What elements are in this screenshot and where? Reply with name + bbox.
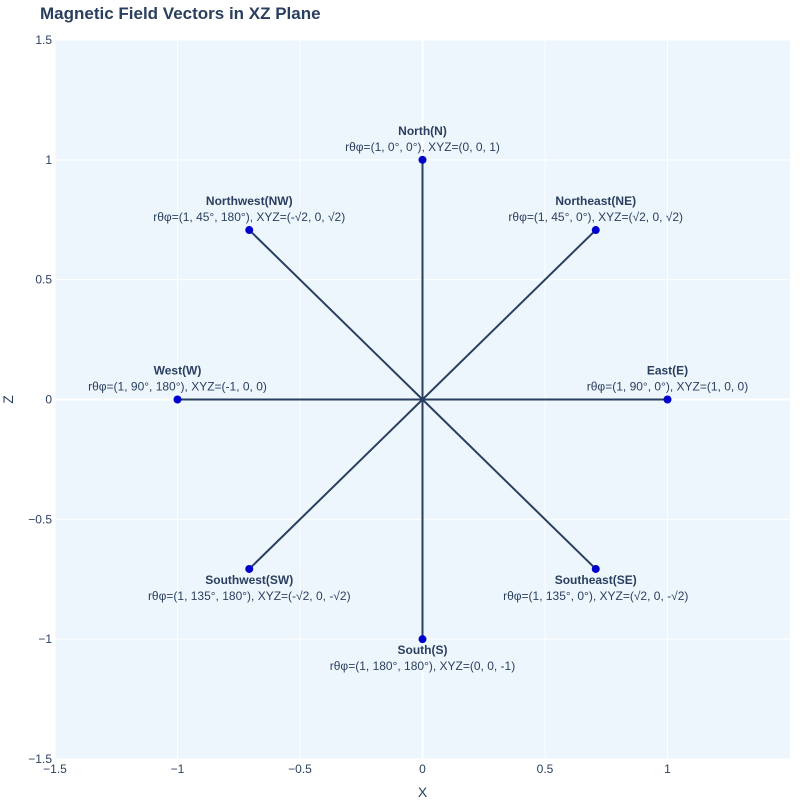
vector-line-7	[248, 229, 424, 401]
point-desc-label-2: rθφ=(1, 90°, 0°), XYZ=(1, 0, 0)	[587, 380, 748, 394]
y-axis-title: Z	[0, 395, 16, 404]
x-tick-labels: −1.5 −1 −0.5 0 0.5 1	[43, 762, 671, 776]
point-name-label-1: Northeast(NE)	[555, 194, 636, 208]
point-labels: North(N) rθφ=(1, 0°, 0°), XYZ=(0, 0, 1) No…	[88, 124, 748, 673]
vector-marker-7	[245, 226, 254, 235]
chart-title: Magnetic Field Vectors in XZ Plane	[40, 4, 321, 23]
point-name-label-0: North(N)	[398, 124, 447, 138]
point-desc-label-4: rθφ=(1, 180°, 180°), XYZ=(0, 0, -1)	[330, 659, 515, 673]
y-tick-label-5: 1	[45, 153, 52, 167]
y-tick-label-6: 1.5	[35, 33, 52, 47]
x-tick-label-3: 0	[419, 762, 426, 776]
point-desc-label-5: rθφ=(1, 135°, 180°), XYZ=(-√2, 0, -√2)	[148, 589, 351, 603]
x-tick-label-0: −1.5	[43, 762, 67, 776]
y-tick-labels: −1.5 −1 −0.5 0 0.5 1 1.5	[28, 33, 52, 766]
vector-marker-1	[591, 226, 600, 235]
point-name-label-7: Northwest(NW)	[206, 194, 293, 208]
x-tick-label-5: 1	[664, 762, 671, 776]
x-tick-label-1: −1	[171, 762, 185, 776]
point-name-label-5: Southwest(SW)	[205, 573, 293, 587]
x-tick-label-2: −0.5	[288, 762, 312, 776]
point-desc-label-0: rθφ=(1, 0°, 0°), XYZ=(0, 0, 1)	[345, 140, 500, 154]
y-tick-label-2: −0.5	[28, 512, 52, 526]
vector-marker-5	[245, 564, 254, 573]
vector-line-1	[421, 229, 597, 401]
y-tick-label-3: 0	[45, 393, 52, 407]
vector-marker-3	[591, 564, 600, 573]
point-desc-label-7: rθφ=(1, 45°, 180°), XYZ=(-√2, 0, √2)	[153, 210, 345, 224]
y-tick-label-0: −1.5	[28, 752, 52, 766]
y-tick-label-1: −1	[38, 632, 52, 646]
point-name-label-2: East(E)	[647, 364, 688, 378]
vector-line-5	[248, 398, 424, 570]
point-name-label-3: Southeast(SE)	[555, 573, 637, 587]
x-tick-label-4: 0.5	[537, 762, 554, 776]
point-desc-label-3: rθφ=(1, 135°, 0°), XYZ=(√2, 0, -√2)	[503, 589, 688, 603]
vector-markers	[173, 155, 672, 644]
vector-lines	[177, 159, 668, 640]
point-name-label-4: South(S)	[398, 643, 448, 657]
vector-marker-2	[663, 395, 672, 404]
vector-marker-0	[418, 155, 427, 164]
point-name-label-6: West(W)	[154, 364, 202, 378]
vector-marker-4	[418, 635, 427, 644]
vector-marker-6	[173, 395, 182, 404]
x-axis-title: X	[418, 784, 428, 800]
vector-line-3	[421, 398, 597, 570]
point-desc-label-1: rθφ=(1, 45°, 0°), XYZ=(√2, 0, √2)	[508, 210, 683, 224]
y-tick-label-4: 0.5	[35, 273, 52, 287]
point-desc-label-6: rθφ=(1, 90°, 180°), XYZ=(-1, 0, 0)	[88, 380, 267, 394]
